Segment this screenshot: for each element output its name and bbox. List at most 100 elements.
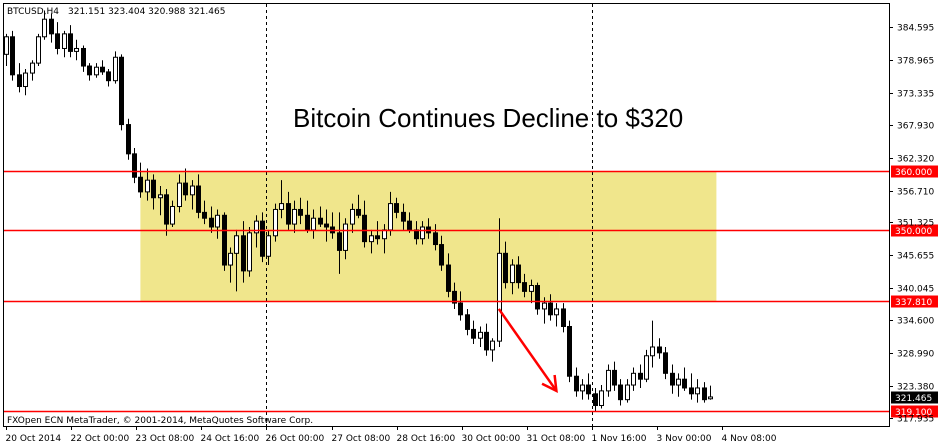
candle-bearish [548,302,553,316]
candle-bearish [394,203,399,213]
candle-bullish [62,33,67,49]
candle-bearish [702,387,707,401]
candle-bearish [356,208,361,216]
candle-bearish [682,378,687,389]
candle-bearish [433,232,438,246]
candle-bullish [190,185,195,196]
ohlc-values: 321.151 323.404 320.988 321.465 [68,7,225,17]
x-tick-label: 20 Oct 2014 [6,434,62,444]
candle-bullish [497,252,502,342]
candle-bullish [279,203,284,210]
candle-bearish [305,214,310,231]
y-tick-label: 340.045 [897,285,934,295]
x-tick-label: 31 Oct 08:00 [527,434,586,444]
candle-bullish [4,36,9,55]
candle-bullish [542,302,547,310]
chart-title: Bitcoin Continues Decline to $320 [293,103,683,133]
candle-bullish [266,235,271,257]
x-tick-label: 23 Oct 08:00 [136,434,195,444]
candle-bullish [177,182,182,208]
candle-bullish [273,208,278,237]
candle-bearish [119,56,124,126]
price-level-tag-text: 319.100 [895,408,932,418]
candle-bearish [138,176,143,193]
candle-bullish [529,285,534,292]
candle-bearish [362,214,367,243]
candle-bearish [164,194,169,225]
candle-bearish [132,153,137,178]
price-level-tag [891,224,938,237]
candle-bullish [247,232,252,272]
candle-bearish [593,393,598,407]
time-axis: 20 Oct 2014 22 Oct 00:00 23 Oct 08:00 24 Oc… [6,426,777,444]
x-tick-label: 1 Nov 16:00 [592,434,647,444]
candle-bearish [10,36,15,76]
price-levels-layer: 360.000 350.000 337.810 319.100 321.465 [4,165,938,418]
candle-bearish [458,302,463,316]
candle-bearish [87,65,92,76]
candles-layer [4,10,713,412]
candle-bearish [209,217,214,228]
candle-bullish [625,384,630,401]
candle-bullish [420,226,425,240]
x-tick-label: 27 Oct 08:00 [332,434,391,444]
candle-bullish [478,331,483,339]
candle-bearish [241,235,246,272]
y-tick-label: 356.710 [897,188,934,198]
candle-bullish [234,235,239,254]
candle-bearish [151,179,156,199]
candle-bearish [561,308,566,327]
y-tick-label: 362.320 [897,155,934,165]
candle-bullish [113,56,118,82]
candle-bearish [106,71,111,82]
y-tick-label: 367.930 [897,122,934,132]
trend-arrow-head [541,374,558,394]
candle-bullish [228,252,233,266]
copyright-notice: FXOpen ECN MetaTrader, © 2001-2014, Meta… [7,416,313,426]
x-tick-label: 28 Oct 16:00 [397,434,456,444]
candle-bullish [292,208,297,225]
candle-bearish [260,220,265,257]
candle-bearish [535,285,540,310]
candle-bearish [484,331,489,351]
price-level-tag-text: 360.000 [895,168,932,178]
period-separator-layer [266,4,593,426]
candle-bullish [145,179,150,193]
current-price-tag [891,391,938,404]
candle-bearish [689,387,694,395]
candle-bearish [446,264,451,292]
candle-bullish [23,72,28,88]
candle-bullish [580,384,585,392]
x-tick-label: 30 Oct 00:00 [462,434,521,444]
y-tick-label: 317.935 [897,415,934,425]
candle-bullish [490,340,495,351]
symbol-label: BTCUSD,H4 [7,7,59,17]
candle-bullish [158,194,163,199]
candle-bearish [452,290,457,304]
candle-bearish [196,185,201,213]
candle-bullish [343,223,348,251]
candle-bearish [663,352,668,374]
candle-bullish [36,36,41,64]
candle-bearish [439,244,444,266]
price-level-tag-text: 337.810 [895,298,932,308]
candle-bearish [55,33,60,49]
candle-bearish [298,208,303,216]
x-tick-label: 3 Nov 00:00 [657,434,712,444]
candle-bullish [708,396,713,400]
candle-bearish [638,372,643,380]
candle-bullish [676,378,681,386]
candle-bearish [375,235,380,240]
candle-bullish [644,355,649,380]
current-price-tag-text: 321.465 [895,394,932,404]
y-tick-label: 373.335 [897,90,934,100]
candle-bullish [599,390,604,407]
candle-bearish [183,182,188,196]
candle-bearish [100,66,105,73]
candle-bullish [350,208,355,225]
candle-bullish [606,369,611,392]
y-tick-label: 351.325 [897,219,934,229]
price-level-tag [891,405,938,418]
candle-bullish [74,47,79,52]
